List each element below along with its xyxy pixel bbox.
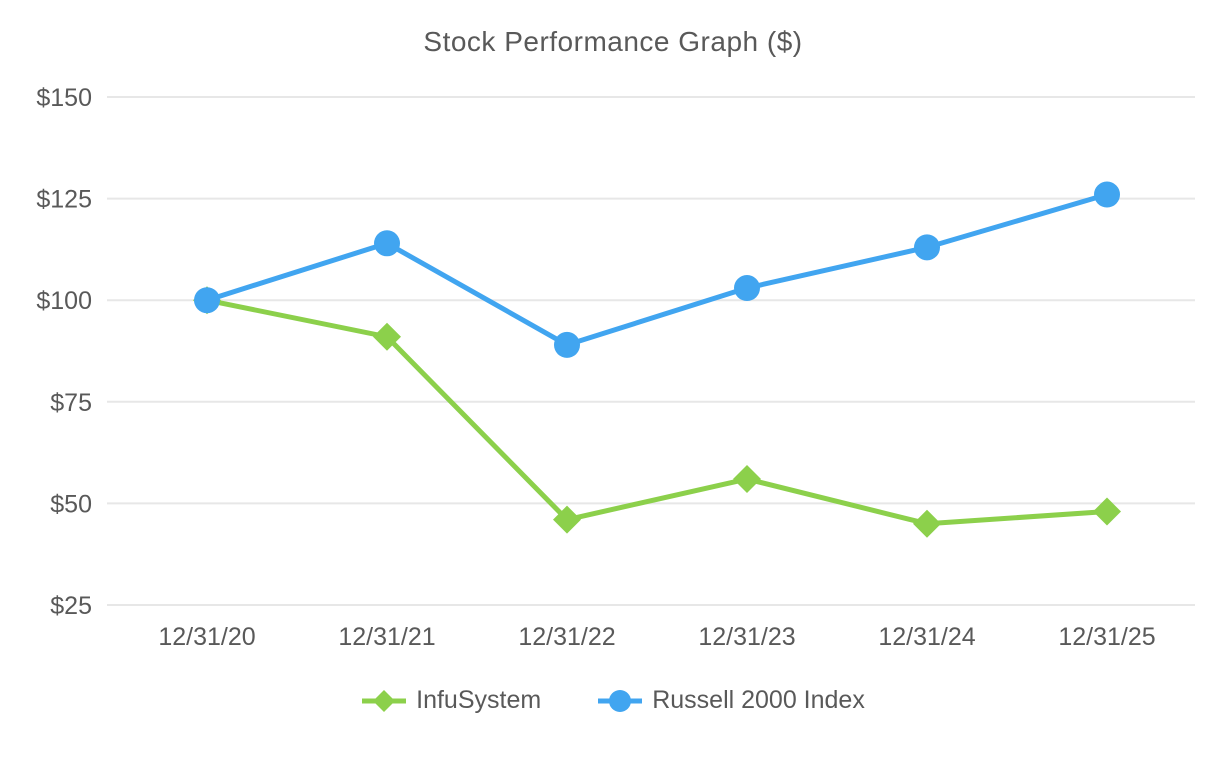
- legend-item-russell-2000-index: Russell 2000 Index: [597, 686, 865, 715]
- data-point-russell-2000-index: [914, 234, 940, 261]
- x-axis-tick-label: 12/31/25: [1058, 623, 1155, 651]
- y-axis-tick-label: $75: [50, 389, 92, 417]
- data-point-russell-2000-index: [554, 331, 580, 358]
- legend-label-russell-2000-index: Russell 2000 Index: [652, 686, 865, 714]
- x-axis-tick-label: 12/31/24: [878, 623, 975, 651]
- x-axis-tick-label: 12/31/21: [338, 623, 435, 651]
- data-point-infusystem: [733, 465, 761, 494]
- data-point-infusystem: [913, 509, 941, 538]
- y-axis-tick-label: $50: [50, 490, 92, 518]
- legend-item-infusystem: InfuSystem: [361, 686, 541, 715]
- y-axis-tick-label: $125: [36, 186, 92, 214]
- data-point-infusystem: [373, 322, 401, 351]
- data-point-infusystem: [1093, 497, 1121, 526]
- y-axis-tick-label: $150: [36, 84, 92, 112]
- chart-legend: InfuSystem Russell 2000 Index: [0, 686, 1226, 715]
- russell-2000-index-circle-icon: [598, 689, 643, 712]
- chart-title: Stock Performance Graph ($): [423, 26, 803, 57]
- data-point-russell-2000-index: [1094, 181, 1120, 208]
- x-axis-tick-label: 12/31/20: [158, 623, 255, 651]
- line-chart-plot-area: $150 $125 $100 $75 $50 $25 12/31/20 12/31/21 12/…: [36, 84, 1195, 651]
- series-line-infusystem: [204, 297, 1110, 527]
- data-point-infusystem: [553, 505, 581, 534]
- y-axis-tick-label: $25: [50, 592, 92, 620]
- series-line-russell-2000-index: [204, 192, 1110, 348]
- x-axis-tick-label: 12/31/22: [518, 623, 615, 651]
- x-axis-tick-label: 12/31/23: [698, 623, 795, 651]
- data-point-russell-2000-index: [374, 230, 400, 257]
- infusystem-diamond-icon: [362, 689, 407, 712]
- legend-label-infusystem: InfuSystem: [416, 686, 542, 714]
- y-axis-tick-label: $100: [36, 287, 92, 315]
- data-point-russell-2000-index: [734, 275, 760, 302]
- data-point-russell-2000-index: [194, 287, 220, 314]
